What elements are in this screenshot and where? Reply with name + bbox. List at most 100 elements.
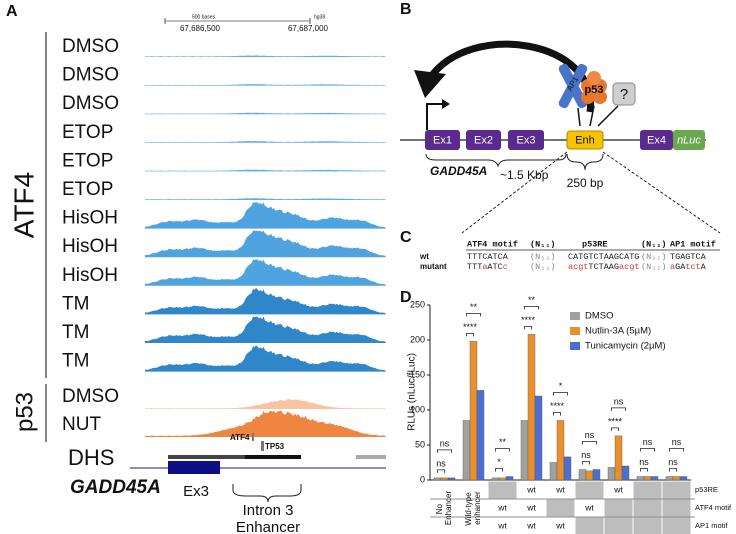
coverage-track xyxy=(145,55,386,57)
sig-label: ** xyxy=(528,295,536,305)
p53-factor: p53 xyxy=(581,71,607,104)
exon-label: Ex3 xyxy=(183,483,209,500)
motif-box xyxy=(252,433,254,441)
bar xyxy=(563,456,572,481)
sig-label: * xyxy=(497,457,501,467)
construct-label: wt xyxy=(497,502,507,512)
legend-swatch xyxy=(570,342,580,350)
sequence-part: CATGTCTAAGCATG xyxy=(568,252,639,262)
gene-name: GADD45A xyxy=(430,164,487,178)
exon-box xyxy=(466,130,501,150)
arrow-head xyxy=(414,70,446,98)
group-label: p53 xyxy=(11,392,38,432)
sequence: (N₁₂) xyxy=(641,262,667,272)
bar xyxy=(578,469,587,481)
y-tick-label: 250 xyxy=(410,299,425,309)
sequence-part: TCTAAG xyxy=(588,262,619,272)
sig-bracket xyxy=(524,306,539,310)
bar xyxy=(556,420,565,481)
construct-cell xyxy=(662,517,691,534)
panel-label: B xyxy=(400,1,412,18)
track-label: HisOH xyxy=(62,208,118,229)
sig-label: ns xyxy=(643,437,653,447)
enhancer-label: Intron 3 xyxy=(243,502,294,519)
track-label: DMSO xyxy=(62,93,119,114)
sig-bracket xyxy=(524,326,532,330)
construct-cell xyxy=(633,481,662,499)
panel-b: B Ex1 Ex2 Ex3 Enh Ex4 nLuc AP1 p53 xyxy=(400,1,721,234)
column-header: ATF4 motif xyxy=(467,239,518,249)
bar xyxy=(498,477,507,481)
enhancer-label: Enh xyxy=(575,134,595,146)
construct-label: wt xyxy=(497,520,507,530)
sequence-part: TTT xyxy=(467,262,482,272)
exon-box xyxy=(640,130,673,150)
construct-cell xyxy=(488,499,517,517)
bar xyxy=(621,465,630,481)
track-label: HisOH xyxy=(62,236,118,257)
track-label: TM xyxy=(62,351,89,372)
legend-label: DMSO xyxy=(585,311,614,322)
construct-cell xyxy=(633,517,662,534)
construct-label: wt xyxy=(613,484,623,494)
construct-cell xyxy=(575,517,604,534)
sig-label: ns xyxy=(436,458,446,468)
bar xyxy=(650,476,659,481)
sequence-part: (N₁₂) xyxy=(641,252,667,262)
sequence: (N₁₁) xyxy=(530,262,556,272)
coverage-track xyxy=(145,140,386,143)
sequence-part: acgt xyxy=(619,262,639,272)
bar xyxy=(534,395,543,481)
coordinate-label: 67,686,500 xyxy=(180,24,221,33)
sig-label: ns xyxy=(668,457,678,467)
construct-label: wt xyxy=(555,520,565,530)
construct-label: wt xyxy=(555,484,565,494)
sig-label: ** xyxy=(499,437,507,447)
coordinate-label: 67,687,000 xyxy=(288,24,329,33)
bar xyxy=(520,420,529,481)
coverage-track xyxy=(145,316,386,343)
sequence-part: tct xyxy=(685,262,700,272)
construct-cell xyxy=(517,499,546,517)
zoom-line xyxy=(602,151,721,234)
construct-cell xyxy=(488,517,517,534)
sequence: TTTaATCc xyxy=(467,262,508,272)
sig-label: ns xyxy=(639,457,649,467)
sig-label: ns xyxy=(440,438,450,448)
sig-bracket xyxy=(611,407,626,411)
legend-swatch xyxy=(570,327,580,335)
exon-box xyxy=(168,461,220,474)
brace xyxy=(425,153,567,168)
length-label: ~1.5 Kbp xyxy=(500,168,549,182)
motif-box xyxy=(261,441,264,451)
coverage-track xyxy=(145,259,386,286)
construct-row-label: p53RE xyxy=(695,485,718,494)
factor-label: ? xyxy=(620,86,628,103)
bar xyxy=(440,477,449,481)
coverage-track xyxy=(145,198,386,200)
sig-bracket xyxy=(611,427,619,431)
track-label: TM xyxy=(62,293,89,314)
coverage-track xyxy=(145,112,386,115)
construct-cell xyxy=(546,517,575,534)
sequence: (N₁₁) xyxy=(530,252,556,262)
sig-bracket xyxy=(640,448,655,452)
construct-cell xyxy=(546,481,575,499)
sig-bracket xyxy=(669,448,684,452)
enhancer-box xyxy=(566,130,604,150)
scale-label: hg38 xyxy=(314,14,325,20)
sig-label: ** xyxy=(470,302,478,312)
sig-bracket xyxy=(437,449,452,453)
sequence-part: c xyxy=(503,262,508,272)
gene-name: GADD45A xyxy=(70,477,161,498)
bar xyxy=(607,467,616,481)
sig-label: **** xyxy=(463,322,478,332)
sig-label: ns xyxy=(614,396,624,406)
sequence: aGAtctA xyxy=(670,262,707,272)
dhs-label: DHS xyxy=(68,445,114,470)
coverage-track xyxy=(145,288,386,315)
sig-label: **** xyxy=(521,315,536,325)
sig-bracket xyxy=(553,412,561,416)
sequence-part: GA xyxy=(675,262,686,272)
